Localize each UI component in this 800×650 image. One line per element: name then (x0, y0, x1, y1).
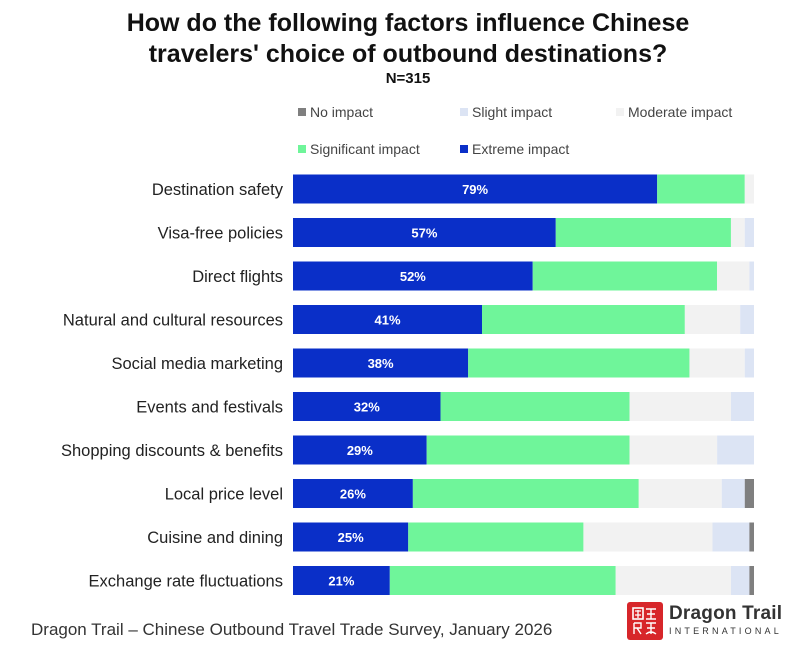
bar-segment-moderate-impact (638, 479, 722, 508)
legend-label: Significant impact (310, 141, 420, 157)
legend-swatch (460, 145, 468, 153)
bar-segment-no-impact (749, 522, 754, 552)
bar-segment-significant-impact (555, 218, 731, 247)
bar-segment-moderate-impact (730, 218, 745, 247)
bar-segment-significant-impact (408, 522, 584, 552)
legend-swatch (616, 108, 624, 116)
legend-swatch (298, 108, 306, 116)
category-label: Social media marketing (112, 355, 284, 373)
bar-segment-significant-impact (412, 479, 639, 508)
legend-item: No impact (298, 104, 373, 120)
chart-title: How do the following factors influence C… (0, 8, 800, 70)
category-label: Exchange rate fluctuations (89, 573, 283, 591)
chart-subtitle: N=315 (385, 70, 431, 87)
legend-label: No impact (310, 104, 374, 120)
legend-item: Extreme impact (460, 141, 569, 157)
data-label: 26% (340, 487, 366, 502)
bar-segment-slight-impact (740, 305, 754, 334)
bar-segment-extreme-impact (293, 348, 469, 378)
bar-segment-significant-impact (532, 261, 718, 291)
bar-segment-slight-impact (744, 218, 754, 247)
bar-segment-slight-impact (721, 479, 745, 508)
source-footer: Dragon Trail – Chinese Outbound Travel T… (31, 620, 553, 639)
bar-segment-moderate-impact (717, 261, 750, 291)
chart-legend: No impact Slight impact Moderate impact Sig… (298, 104, 778, 160)
bar-segment-significant-impact (440, 392, 630, 421)
bar-segment-extreme-impact (293, 479, 413, 508)
data-label: 29% (347, 443, 373, 458)
chart-title-line-1: How do the following factors influence C… (126, 9, 690, 37)
category-label: Visa-free policies (158, 225, 283, 243)
legend-item: Moderate impact (616, 104, 732, 120)
bar-segment-extreme-impact (293, 261, 533, 291)
data-label: 52% (400, 269, 426, 284)
bar-segment-significant-impact (657, 174, 745, 204)
data-label: 79% (462, 182, 488, 197)
legend-label: Moderate impact (628, 104, 733, 120)
bar-segment-moderate-impact (615, 566, 731, 595)
category-label: Direct flights (192, 268, 283, 286)
legend-item: Slight impact (460, 104, 552, 120)
legend-item: Significant impact (298, 141, 420, 157)
data-label: 25% (338, 530, 364, 545)
dragon-trail-logo: Dragon Trail INTERNATIONAL (627, 602, 787, 642)
bar-segment-slight-impact (730, 392, 754, 421)
bar-segment-significant-impact (482, 305, 685, 334)
category-label: Natural and cultural resources (63, 312, 283, 330)
bar-segment-no-impact (744, 479, 754, 508)
bar-segment-extreme-impact (293, 392, 441, 421)
bar-segment-extreme-impact (293, 522, 409, 552)
category-label: Events and festivals (136, 399, 283, 417)
legend-swatch (460, 108, 468, 116)
legend-label: Extreme impact (472, 141, 570, 157)
data-label: 38% (368, 356, 394, 371)
bar-segment-moderate-impact (684, 305, 741, 334)
bar-segment-significant-impact (426, 435, 630, 465)
chart-title-line-2: travelers' choice of outbound destinatio… (148, 40, 668, 68)
bar-segment-slight-impact (730, 566, 750, 595)
bar-segment-slight-impact (717, 435, 754, 465)
data-label: 21% (328, 574, 354, 589)
logo-name: Dragon Trail (669, 603, 783, 624)
bar-segment-moderate-impact (629, 392, 731, 421)
bar-segment-extreme-impact (293, 435, 427, 465)
bar-segment-slight-impact (749, 261, 754, 291)
category-label: Shopping discounts & benefits (61, 442, 283, 460)
data-label: 41% (374, 313, 400, 328)
data-label: 57% (411, 226, 437, 241)
bar-segment-significant-impact (468, 348, 690, 378)
bar-segment-moderate-impact (583, 522, 713, 552)
logo-tagline: INTERNATIONAL (669, 626, 782, 636)
legend-swatch (298, 145, 306, 153)
data-label: 32% (354, 400, 380, 415)
bar-segment-moderate-impact (689, 348, 745, 378)
category-label: Destination safety (152, 181, 284, 199)
legend-label: Slight impact (472, 104, 553, 120)
bar-segment-slight-impact (744, 348, 754, 378)
category-label: Cuisine and dining (147, 529, 283, 547)
category-label: Local price level (165, 486, 283, 504)
bar-segment-moderate-impact (629, 435, 718, 465)
bar-segment-moderate-impact (744, 174, 754, 204)
bar-segment-slight-impact (712, 522, 750, 552)
bar-segment-extreme-impact (293, 218, 556, 247)
bar-segment-extreme-impact (293, 174, 658, 204)
bar-segment-extreme-impact (293, 566, 390, 595)
dragon-trail-logo-icon (627, 602, 663, 640)
bar-segment-significant-impact (389, 566, 616, 595)
bar-segment-extreme-impact (293, 305, 483, 334)
bar-segment-no-impact (749, 566, 754, 595)
